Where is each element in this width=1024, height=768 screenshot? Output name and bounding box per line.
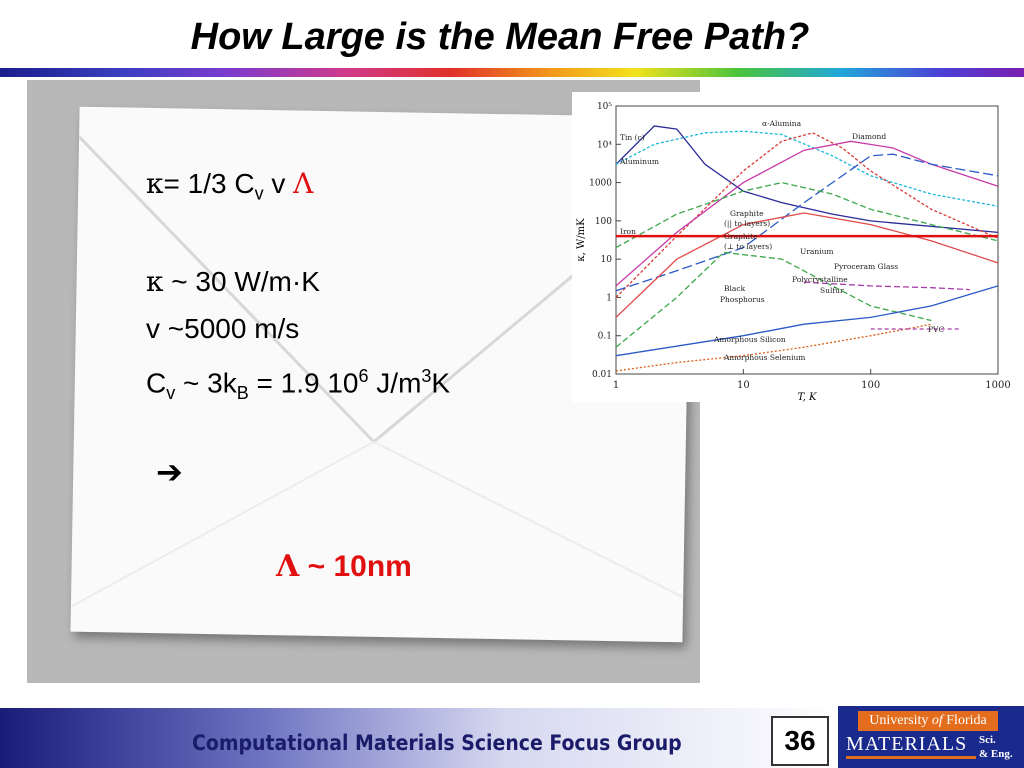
uf-text: University [869, 713, 932, 728]
series-line [615, 285, 999, 357]
series-line [615, 181, 999, 249]
uf-sci: Sci. [979, 734, 996, 746]
y-tick-label: 10 [601, 255, 613, 265]
slide-number: 36 [771, 716, 829, 766]
superscript: 3 [421, 366, 432, 386]
line-heat-capacity: Cv ~ 3kB = 1.9 106 J/m3K [146, 360, 450, 409]
lambda-symbol: Λ [293, 167, 314, 200]
series-label: (⊥ to layers) [724, 242, 772, 251]
series-line [615, 153, 999, 292]
subscript: v [166, 382, 176, 403]
superscript: 6 [358, 366, 369, 386]
x-tick-label: 100 [861, 380, 880, 391]
series-label: Pyroceram Glass [834, 262, 898, 271]
lambda-symbol: Λ [276, 549, 300, 584]
series-line [615, 132, 999, 298]
kappa-symbol: κ [146, 167, 164, 200]
line-velocity: v ~5000 m/s [146, 313, 300, 344]
formula-part: K [431, 367, 451, 399]
series-label: Diamond [852, 132, 886, 141]
formula-part: = 1.9 10 [248, 367, 359, 399]
kappa-value: ~ 30 W/m·K [163, 266, 320, 297]
formula-part: J/m [368, 367, 422, 399]
uf-eng: & Eng. [979, 748, 1013, 760]
uf-logo-top: University of Florida [858, 711, 998, 731]
subscript: v [254, 183, 264, 204]
series-label: Phosphorus [720, 295, 765, 304]
y-tick-label: 10⁴ [597, 140, 612, 150]
x-tick-label: 10 [737, 380, 750, 391]
x-tick-label: 1000 [985, 380, 1010, 391]
y-tick-label: 100 [595, 217, 612, 227]
x-tick-label: 1 [613, 380, 619, 391]
rainbow-divider [0, 68, 1024, 77]
series-label: PVC [928, 325, 944, 334]
subscript: B [236, 382, 249, 403]
uf-sci-eng: Sci. & Eng. [979, 733, 1013, 761]
uf-underline [846, 756, 976, 759]
arrow-right-icon: ➔ [156, 453, 183, 491]
plot-frame [615, 105, 999, 375]
y-tick-label: 0.01 [592, 370, 612, 380]
series-label: Aluminum [619, 157, 659, 166]
series-line [615, 130, 999, 207]
kappa-symbol: κ [146, 265, 164, 298]
series-label: Sulfur [820, 286, 844, 295]
formula-part: ~ 3k [175, 367, 237, 399]
series-label: Iron [620, 227, 636, 236]
series-label: (|| to layers) [724, 219, 770, 228]
series-label: Graphite [724, 232, 758, 241]
formula-part: = 1/3 C [163, 168, 255, 199]
formula-part: v [263, 168, 294, 199]
result-value: ~ 10nm [299, 550, 412, 583]
thermal-conductivity-chart: 1 10 100 1000 0.01 0.1 1 10 100 1000 10⁴ 10⁵ T, K κ, … [572, 92, 1012, 403]
series-label: Graphite [730, 209, 764, 218]
uf-text: of [931, 713, 943, 728]
series-line [804, 281, 970, 291]
series-label: Amorphous Selenium [723, 353, 805, 362]
uf-text: Florida [942, 713, 987, 728]
series-label: Uranium [800, 247, 834, 256]
series-line [615, 251, 932, 348]
series-line [615, 323, 932, 372]
y-tick-label: 10⁵ [597, 102, 612, 112]
series-label: Polycrystalline [792, 275, 848, 284]
series-label: Tin (c) [620, 133, 645, 142]
formula-part: C [146, 367, 167, 399]
y-tick-label: 0.1 [598, 332, 612, 342]
y-tick-label: 1000 [589, 179, 612, 189]
uf-materials: MATERIALS [846, 733, 968, 755]
slide-title: How Large is the Mean Free Path? [190, 16, 810, 58]
result-mean-free-path: Λ ~ 10nm [276, 549, 412, 584]
x-axis-label: T, K [797, 392, 817, 402]
series-line [615, 212, 999, 318]
series-label: Black [724, 284, 746, 293]
focus-group-name: Computational Materials Science Focus Gr… [192, 731, 682, 755]
formula-thermal-conductivity: κ= 1/3 Cv v Λ [146, 168, 313, 210]
series-label: α-Alumina [762, 119, 802, 128]
line-kappa-value: κ ~ 30 W/m·K [146, 266, 320, 298]
y-axis-label: κ, W/mK [576, 218, 587, 262]
chart-svg: 1 10 100 1000 0.01 0.1 1 10 100 1000 10⁴ 10⁵ T, K κ, … [576, 102, 1011, 403]
y-tick-label: 1 [606, 293, 612, 303]
series-label: Amorphous Silicon [713, 335, 786, 344]
series-line [615, 140, 999, 287]
footer-band [0, 708, 840, 768]
